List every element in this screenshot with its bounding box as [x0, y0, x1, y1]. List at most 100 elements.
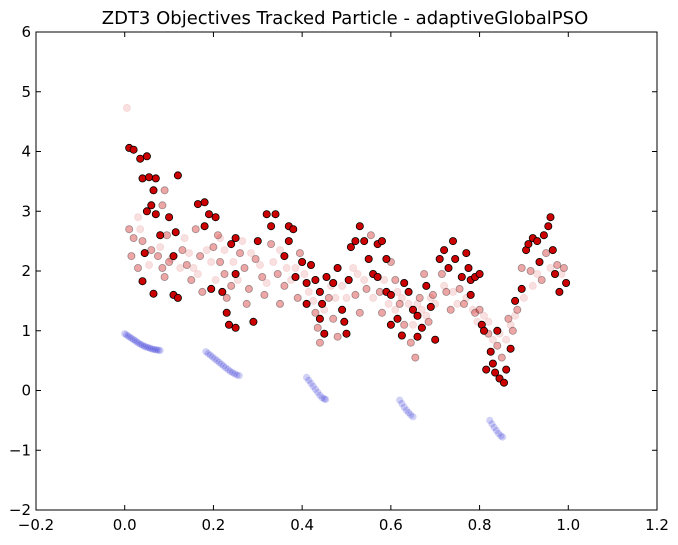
- data-point-faded-13: [144, 343, 152, 352]
- data-point-faded-5: [130, 336, 138, 344]
- data-point-dark-118: [551, 269, 560, 278]
- data-point-dark-78: [413, 311, 422, 320]
- data-point-light-20: [255, 260, 264, 269]
- data-point-dark-31: [222, 308, 231, 317]
- data-point-medium-48: [375, 287, 384, 296]
- data-point-light-13: [211, 275, 220, 284]
- data-point-light-64: [519, 293, 528, 302]
- data-point-light-14: [216, 234, 225, 243]
- data-point-dark-76: [404, 287, 413, 296]
- x-tick-label: 0.8: [468, 516, 492, 534]
- data-point-medium-27: [242, 299, 251, 308]
- data-point-dark-17: [169, 252, 178, 261]
- data-point-dark-100: [488, 359, 497, 368]
- data-point-dark-39: [280, 252, 289, 261]
- data-point-dark-74: [397, 331, 406, 340]
- data-point-medium-11: [160, 186, 169, 195]
- chart-title: ZDT3 Objectives Tracked Particle - adapt…: [102, 8, 589, 29]
- data-point-faded-15: [147, 345, 155, 353]
- data-point-faded-52: [407, 411, 415, 419]
- data-point-dark-75: [400, 278, 409, 287]
- data-point-dark-16: [171, 228, 180, 237]
- data-point-medium-9: [165, 257, 174, 266]
- data-point-dark-38: [267, 222, 276, 231]
- data-point-dark-54: [329, 278, 338, 287]
- data-point-dark-18: [173, 171, 182, 180]
- data-point-light-10: [193, 269, 202, 278]
- data-point-light-66: [533, 269, 542, 278]
- data-point-medium-7: [158, 263, 167, 272]
- data-point-medium-71: [508, 326, 517, 335]
- data-point-dark-4: [138, 174, 147, 183]
- data-point-dark-64: [364, 254, 373, 263]
- data-point-medium-10: [162, 231, 171, 240]
- data-point-medium-22: [220, 269, 229, 278]
- data-point-faded-21: [202, 348, 210, 356]
- data-point-medium-18: [198, 287, 207, 296]
- data-point-dark-47: [302, 299, 311, 308]
- data-point-dark-60: [346, 243, 355, 252]
- data-point-faded-14: [146, 344, 154, 352]
- data-point-medium-4: [138, 237, 147, 246]
- data-point-dark-33: [231, 323, 240, 332]
- data-point-dark-97: [479, 326, 488, 335]
- data-point-light-46: [413, 299, 422, 308]
- y-tick-label: 3: [21, 202, 31, 220]
- data-point-faded-4: [128, 334, 136, 343]
- data-point-light-35: [349, 263, 358, 272]
- y-tick-label: 4: [21, 143, 31, 161]
- data-point-medium-73: [517, 263, 526, 272]
- data-point-medium-36: [293, 293, 302, 302]
- data-point-light-58: [484, 317, 493, 326]
- x-tick-label: 1.0: [556, 516, 580, 534]
- y-tick-label: 0: [21, 382, 31, 400]
- data-point-dark-28: [227, 240, 236, 249]
- data-point-medium-58: [424, 317, 433, 326]
- data-point-medium-40: [315, 338, 324, 347]
- data-point-faded-18: [153, 346, 161, 354]
- data-point-faded-28: [217, 360, 225, 368]
- data-point-light-37: [360, 275, 369, 284]
- data-point-medium-76: [542, 249, 551, 258]
- data-point-light-6: [176, 263, 185, 272]
- data-point-light-18: [238, 237, 247, 246]
- data-point-dark-36: [262, 210, 271, 219]
- data-point-dark-66: [373, 272, 382, 281]
- data-point-light-34: [342, 293, 351, 302]
- data-point-light-2: [136, 225, 145, 234]
- data-point-light-61: [502, 335, 511, 344]
- data-point-light-19: [247, 249, 256, 258]
- data-point-faded-45: [320, 395, 328, 403]
- data-point-dark-2: [136, 154, 145, 163]
- data-point-faded-17: [151, 346, 159, 354]
- data-point-dark-107: [511, 296, 520, 305]
- data-point-faded-27: [215, 358, 223, 366]
- data-point-medium-60: [437, 269, 446, 278]
- data-point-medium-75: [537, 275, 546, 284]
- data-point-light-36: [353, 269, 362, 278]
- data-point-dark-79: [413, 332, 422, 341]
- data-point-light-28: [304, 287, 313, 296]
- data-point-medium-45: [355, 308, 364, 317]
- data-point-faded-49: [400, 403, 408, 411]
- data-point-light-27: [300, 269, 309, 278]
- data-point-faded-40: [309, 382, 317, 390]
- data-point-light-47: [417, 305, 426, 314]
- data-point-dark-113: [535, 257, 544, 266]
- data-point-dark-52: [320, 329, 329, 338]
- data-point-dark-15: [165, 213, 174, 222]
- data-point-faded-9: [137, 340, 145, 349]
- data-point-dark-119: [555, 287, 564, 296]
- data-point-medium-63: [455, 284, 464, 293]
- y-tick-label: 2: [21, 262, 31, 280]
- data-point-medium-62: [446, 305, 455, 314]
- data-point-medium-17: [196, 252, 205, 261]
- data-point-dark-81: [422, 281, 431, 290]
- data-point-dark-99: [486, 347, 495, 356]
- data-point-faded-6: [131, 337, 139, 345]
- data-point-faded-16: [149, 345, 157, 353]
- data-point-faded-12: [142, 343, 150, 351]
- data-point-dark-32: [224, 320, 233, 329]
- data-point-medium-16: [191, 225, 200, 234]
- data-point-light-67: [546, 263, 555, 272]
